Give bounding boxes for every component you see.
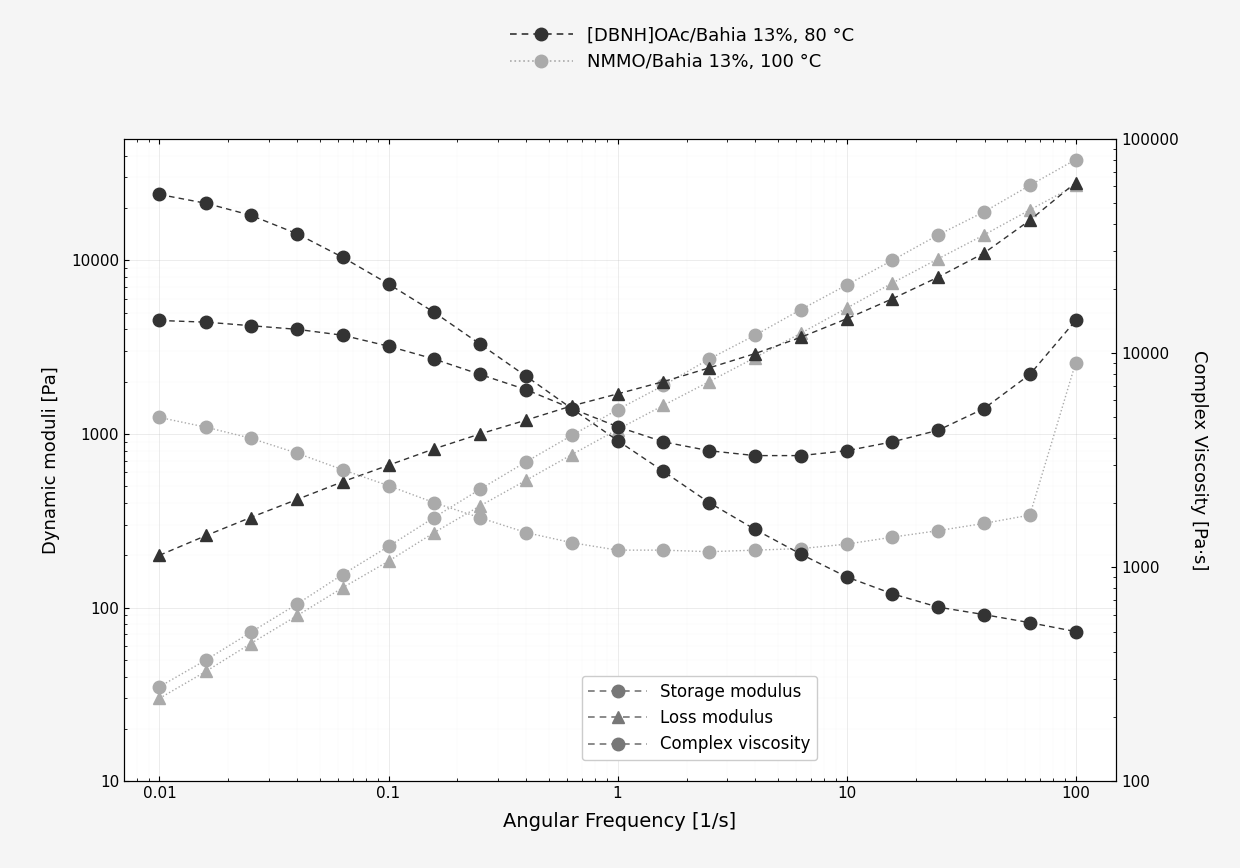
X-axis label: Angular Frequency [1/s]: Angular Frequency [1/s] [503, 812, 737, 832]
Legend: [DBNH]OAc/Bahia 13%, 80 °C, NMMO/Bahia 13%, 100 °C: [DBNH]OAc/Bahia 13%, 80 °C, NMMO/Bahia 1… [510, 26, 854, 71]
Y-axis label: Complex Viscosity [Pa·s]: Complex Viscosity [Pa·s] [1189, 350, 1208, 570]
Y-axis label: Dynamic moduli [Pa]: Dynamic moduli [Pa] [42, 366, 60, 554]
Legend: Storage modulus, Loss modulus, Complex viscosity: Storage modulus, Loss modulus, Complex v… [582, 676, 817, 760]
